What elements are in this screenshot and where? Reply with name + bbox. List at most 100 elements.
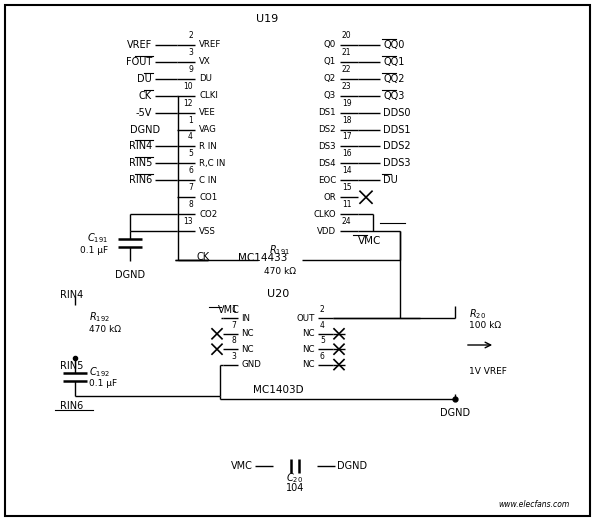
Text: 10: 10: [183, 82, 193, 91]
Text: $C_{192}$: $C_{192}$: [89, 365, 110, 379]
Bar: [447, 306, 463, 394]
Text: 16: 16: [342, 150, 352, 158]
Text: QQ1: QQ1: [383, 57, 405, 67]
Text: 9: 9: [188, 65, 193, 74]
Text: VMC: VMC: [231, 461, 253, 471]
Text: 470 kΩ: 470 kΩ: [89, 325, 121, 333]
Bar: [195, 28, 340, 248]
Text: DGND: DGND: [440, 408, 470, 418]
Text: DS3: DS3: [318, 142, 336, 151]
Text: 6: 6: [188, 166, 193, 175]
Text: R,C IN: R,C IN: [199, 159, 226, 168]
Text: RIN4: RIN4: [60, 290, 84, 300]
Text: VMC: VMC: [358, 236, 381, 246]
Text: 17: 17: [342, 132, 352, 142]
Text: 3: 3: [231, 352, 236, 361]
Text: CK: CK: [139, 91, 152, 101]
Text: CLKI: CLKI: [199, 91, 218, 100]
Text: Q3: Q3: [324, 91, 336, 100]
Text: CO2: CO2: [199, 209, 217, 219]
Text: 14: 14: [342, 166, 352, 175]
Text: 3: 3: [188, 48, 193, 57]
Text: NC: NC: [241, 345, 253, 354]
Text: MC1403D: MC1403D: [253, 385, 303, 395]
Text: RIN5: RIN5: [60, 361, 84, 371]
Text: C IN: C IN: [199, 176, 217, 185]
Text: DDS1: DDS1: [383, 125, 411, 134]
Text: DS4: DS4: [318, 159, 336, 168]
Text: 23: 23: [342, 82, 352, 91]
Text: VREF: VREF: [199, 41, 221, 49]
Text: 4: 4: [320, 321, 325, 330]
Text: 20: 20: [342, 31, 352, 40]
Text: 5: 5: [320, 336, 325, 345]
Text: GND: GND: [241, 360, 261, 369]
Text: RIN4: RIN4: [129, 142, 152, 152]
Text: U19: U19: [256, 14, 278, 24]
Text: $R_{191}$: $R_{191}$: [270, 243, 290, 257]
Text: DDS0: DDS0: [383, 108, 411, 118]
Text: 1: 1: [188, 116, 193, 125]
Text: RIN5: RIN5: [129, 158, 152, 168]
Text: 7: 7: [188, 183, 193, 192]
Text: VAG: VAG: [199, 125, 217, 134]
Text: FOUT: FOUT: [126, 57, 152, 67]
Text: DGND: DGND: [115, 270, 145, 280]
Text: 0.1 μF: 0.1 μF: [80, 245, 108, 255]
Text: 11: 11: [342, 200, 352, 209]
Text: 2: 2: [320, 305, 325, 314]
Polygon shape: [123, 249, 137, 261]
Text: 13: 13: [183, 217, 193, 226]
Text: R IN: R IN: [199, 142, 217, 151]
Text: NC: NC: [302, 329, 315, 338]
Text: 8: 8: [231, 336, 236, 345]
Text: 8: 8: [188, 200, 193, 209]
Text: 2: 2: [188, 31, 193, 40]
Text: VMC: VMC: [218, 305, 240, 315]
Text: QQ3: QQ3: [383, 91, 405, 101]
Bar: [258, 254, 302, 266]
Polygon shape: [448, 387, 462, 399]
Text: 24: 24: [342, 217, 352, 226]
Text: RIN6: RIN6: [129, 175, 152, 185]
Text: Q1: Q1: [324, 57, 336, 66]
Text: VEE: VEE: [199, 108, 216, 117]
Text: Q2: Q2: [324, 75, 336, 83]
Text: $R_{20}$: $R_{20}$: [469, 307, 486, 321]
Text: 19: 19: [342, 98, 352, 108]
Text: 100 kΩ: 100 kΩ: [469, 321, 501, 330]
Bar: [67, 305, 83, 358]
Text: DS2: DS2: [318, 125, 336, 134]
Text: 0.1 μF: 0.1 μF: [89, 379, 117, 389]
Text: 22: 22: [342, 65, 352, 74]
Text: DDS3: DDS3: [383, 158, 411, 168]
Text: 12: 12: [183, 98, 193, 108]
Text: 18: 18: [342, 116, 352, 125]
Text: EOC: EOC: [318, 176, 336, 185]
Text: NC: NC: [302, 360, 315, 369]
Text: VDD: VDD: [317, 227, 336, 235]
Text: www.elecfans.com: www.elecfans.com: [499, 500, 570, 509]
Text: DU: DU: [199, 75, 212, 83]
Text: 1V VREF: 1V VREF: [469, 367, 507, 377]
Text: 5: 5: [188, 150, 193, 158]
Text: 4: 4: [188, 132, 193, 142]
Text: QQ2: QQ2: [383, 74, 405, 84]
Text: DGND: DGND: [337, 461, 367, 471]
Text: MC14433: MC14433: [238, 253, 287, 263]
Text: NC: NC: [241, 329, 253, 338]
Text: QQ0: QQ0: [383, 40, 405, 50]
Text: DGND: DGND: [130, 125, 160, 134]
Text: 6: 6: [320, 352, 325, 361]
Text: VX: VX: [199, 57, 211, 66]
Text: NC: NC: [302, 345, 315, 354]
Text: DS1: DS1: [318, 108, 336, 117]
Text: U20: U20: [267, 289, 289, 299]
Text: CLKO: CLKO: [314, 209, 336, 219]
Text: DU: DU: [383, 175, 397, 185]
Text: RIN6: RIN6: [60, 401, 84, 411]
Text: Q0: Q0: [324, 41, 336, 49]
Text: 15: 15: [342, 183, 352, 192]
Text: 21: 21: [342, 48, 352, 57]
Text: IN: IN: [241, 314, 250, 323]
